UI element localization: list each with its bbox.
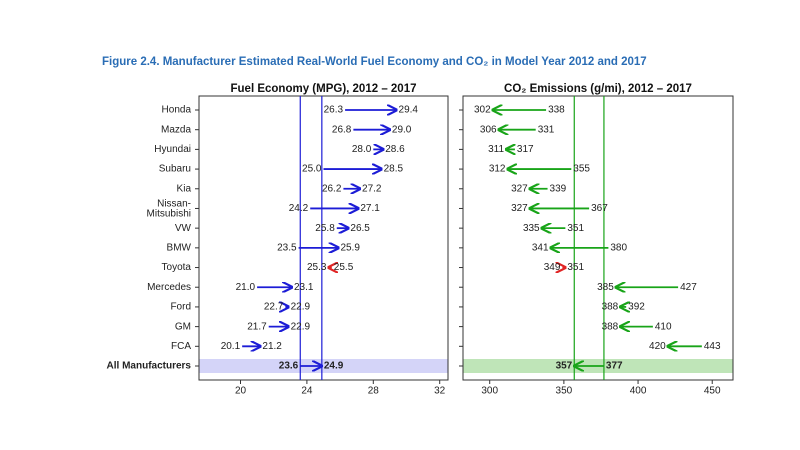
category-label: Toyota (162, 262, 192, 273)
x-tick-label: 450 (704, 386, 721, 397)
start-value-label: 331 (538, 124, 555, 135)
end-value-label: 29.4 (399, 105, 419, 116)
x-tick-label: 32 (434, 386, 446, 397)
category-label: Hyundai (154, 144, 191, 155)
end-value-label: 306 (480, 124, 497, 135)
category-label: Mercedes (147, 282, 191, 293)
start-value-label: 25.5 (334, 262, 354, 273)
start-value-label: 20.1 (221, 341, 241, 352)
start-value-label: 21.7 (247, 321, 267, 332)
start-value-label: 26.3 (324, 105, 344, 116)
category-label: BMW (167, 242, 192, 253)
x-tick-label: 24 (301, 386, 313, 397)
category-label: FCA (171, 341, 191, 352)
start-value-label: 25.8 (315, 223, 335, 234)
end-value-label: 385 (597, 282, 614, 293)
start-value-label: 392 (628, 302, 645, 313)
category-label: GM (175, 321, 191, 332)
start-value-label: 367 (591, 203, 608, 214)
end-value-label: 23.1 (294, 282, 314, 293)
start-value-label: 339 (550, 183, 567, 194)
end-value-label: 388 (602, 302, 619, 313)
start-value-label: 338 (548, 105, 565, 116)
end-value-label: 29.0 (392, 124, 412, 135)
start-value-label: 28.0 (352, 144, 372, 155)
start-value-label: 23.6 (279, 361, 299, 372)
end-value-label: 25.3 (307, 262, 327, 273)
x-tick-label: 300 (481, 386, 498, 397)
start-value-label: 22.7 (264, 302, 284, 313)
start-value-label: 351 (567, 223, 584, 234)
start-value-label: 427 (680, 282, 697, 293)
category-label: Honda (162, 105, 192, 116)
end-value-label: 312 (489, 164, 506, 175)
end-value-label: 24.9 (324, 361, 344, 372)
end-value-label: 311 (488, 144, 504, 155)
start-value-label: 26.2 (322, 183, 342, 194)
x-tick-label: 20 (235, 386, 247, 397)
figure-title: Figure 2.4. Manufacturer Estimated Real-… (102, 56, 647, 68)
end-value-label: 27.1 (360, 203, 380, 214)
start-value-label: 317 (517, 144, 534, 155)
category-label: Mazda (161, 124, 191, 135)
panel-title: Fuel Economy (MPG), 2012 – 2017 (231, 83, 417, 95)
panel-title: CO₂ Emissions (g/mi), 2012 – 2017 (504, 83, 692, 95)
end-value-label: 22.9 (291, 321, 311, 332)
end-value-label: 21.2 (262, 341, 282, 352)
start-value-label: 21.0 (236, 282, 256, 293)
category-label: Ford (170, 302, 191, 313)
end-value-label: 28.6 (385, 144, 405, 155)
category-label: Subaru (159, 164, 191, 175)
panel-frame (462, 95, 734, 381)
end-value-label: 327 (511, 183, 528, 194)
end-value-label: 351 (567, 262, 584, 273)
start-value-label: 24.2 (289, 203, 309, 214)
end-value-label: 335 (523, 223, 540, 234)
start-value-label: 410 (655, 321, 672, 332)
highlight-band (199, 359, 448, 373)
start-value-label: 377 (606, 361, 623, 372)
start-value-label: 25.0 (302, 164, 322, 175)
end-value-label: 302 (474, 105, 491, 116)
start-value-label: 355 (573, 164, 590, 175)
category-label: VW (175, 223, 192, 234)
end-value-label: 22.9 (291, 302, 311, 313)
category-label: Nissan-Mitsubishi (147, 198, 191, 219)
panel-frame (198, 95, 449, 381)
end-value-label: 341 (532, 242, 549, 253)
start-value-label: 26.8 (332, 124, 352, 135)
end-value-label: 27.2 (362, 183, 382, 194)
category-label: All Manufacturers (107, 361, 192, 372)
end-value-label: 25.9 (340, 242, 360, 253)
end-value-label: 420 (649, 341, 666, 352)
start-value-label: 380 (610, 242, 627, 253)
end-value-label: 357 (556, 361, 573, 372)
start-value-label: 23.5 (277, 242, 297, 253)
x-tick-label: 350 (556, 386, 573, 397)
category-label: Kia (177, 183, 192, 194)
end-value-label: 28.5 (384, 164, 404, 175)
end-value-label: 327 (511, 203, 528, 214)
start-value-label: 349 (544, 262, 561, 273)
end-value-label: 388 (602, 321, 619, 332)
start-value-label: 443 (704, 341, 721, 352)
x-tick-label: 28 (368, 386, 380, 397)
x-tick-label: 400 (630, 386, 647, 397)
end-value-label: 26.5 (350, 223, 370, 234)
